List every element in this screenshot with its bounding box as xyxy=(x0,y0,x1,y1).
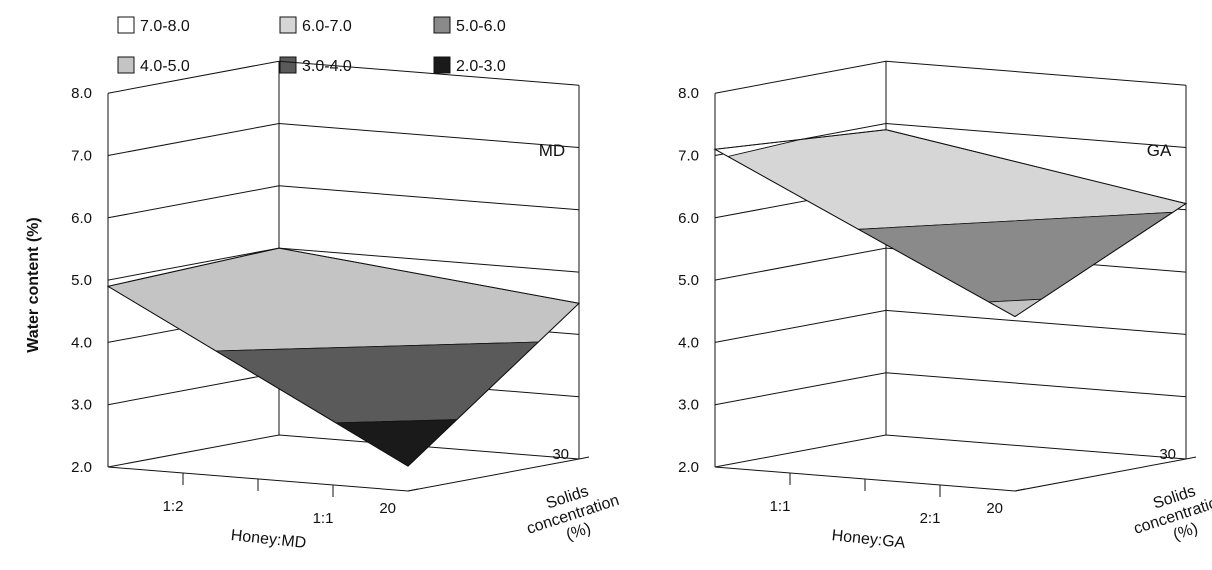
legend: 7.0-8.0 6.0-7.0 5.0-6.0 4.0-5.0 3.0-4.0 … xyxy=(117,16,506,75)
z-axis-title: Solidsconcentration(%) xyxy=(1126,475,1212,555)
surface-outline xyxy=(713,129,1188,318)
y-tick-label: 8.0 xyxy=(71,85,92,102)
legend-label-4-5: 4.0-5.0 xyxy=(140,58,190,75)
chart-panel-md: 2.0 3.0 4.0 5.0 6.0 7.0 8.0 1:2 1:1 20 30 Honey:MD S… xyxy=(71,60,627,555)
x-axis-title: Honey:GA xyxy=(831,527,907,552)
z-tick-label: 20 xyxy=(379,500,396,517)
y-tick-label: 6.0 xyxy=(71,210,92,227)
surface-outline xyxy=(106,247,581,467)
y-tick-label: 4.0 xyxy=(678,334,699,351)
surface-band-4-5 xyxy=(106,247,580,352)
legend-swatch-6-7 xyxy=(279,16,297,34)
z-tick xyxy=(1185,456,1197,460)
chart-panel-ga: 2.0 3.0 4.0 5.0 6.0 7.0 8.0 1:1 2:1 20 30 Honey:GA S… xyxy=(678,60,1212,555)
legend-label-3-4: 3.0-4.0 xyxy=(302,58,352,75)
y-tick-label: 3.0 xyxy=(678,397,699,414)
y-tick-label: 5.0 xyxy=(71,272,92,289)
z-tick-label: 20 xyxy=(986,500,1003,517)
y-tick-label: 4.0 xyxy=(71,334,92,351)
legend-swatch-3-4 xyxy=(279,56,297,74)
legend-swatch-4-5 xyxy=(117,56,135,74)
y-axis-title: Water content (%) xyxy=(25,217,42,352)
y-tick-label: 5.0 xyxy=(678,272,699,289)
legend-label-5-6: 5.0-6.0 xyxy=(456,18,506,35)
x-tick-label: 1:1 xyxy=(770,498,791,515)
gridline-8.0 xyxy=(714,60,1187,94)
surface-band-6-7 xyxy=(726,129,1187,230)
gridline-4.0 xyxy=(714,309,1187,343)
x-axis-title: Honey:MD xyxy=(230,527,307,552)
y-tick-label: 7.0 xyxy=(678,148,699,165)
z-axis-title: Solidsconcentration(%) xyxy=(519,475,627,555)
gridline-3.0 xyxy=(714,372,1187,406)
floor-edges xyxy=(714,458,1187,492)
gridline-7.0 xyxy=(107,122,580,156)
y-tick-label: 7.0 xyxy=(71,148,92,165)
z-tick-label: 30 xyxy=(1159,446,1176,463)
y-tick-label: 2.0 xyxy=(71,459,92,476)
panel-label: MD xyxy=(539,141,565,160)
z-tick xyxy=(578,456,590,460)
y-tick-label: 3.0 xyxy=(71,397,92,414)
z-tick xyxy=(407,488,419,492)
legend-label-2-3: 2.0-3.0 xyxy=(456,58,506,75)
x-tick-label: 1:1 xyxy=(313,510,334,527)
x-tick-label: 1:2 xyxy=(163,498,184,515)
floor-edges xyxy=(107,458,580,492)
panel-label: GA xyxy=(1147,141,1172,160)
legend-swatch-7-8 xyxy=(117,16,135,34)
surface-band-4-5 xyxy=(987,298,1043,318)
surface-band-3-4 xyxy=(214,341,540,424)
gridline-6.0 xyxy=(107,185,580,219)
legend-swatch-5-6 xyxy=(433,16,451,34)
y-tick-label: 6.0 xyxy=(678,210,699,227)
legend-label-6-7: 6.0-7.0 xyxy=(302,18,352,35)
y-tick-label: 2.0 xyxy=(678,459,699,476)
gridline-2.0 xyxy=(714,434,1187,468)
y-tick-label: 8.0 xyxy=(678,85,699,102)
gridline-2.0 xyxy=(107,434,580,468)
z-tick xyxy=(1014,488,1026,492)
x-tick-label: 2:1 xyxy=(920,510,941,527)
legend-label-7-8: 7.0-8.0 xyxy=(140,18,190,35)
legend-swatch-2-3 xyxy=(433,56,451,74)
z-tick-label: 30 xyxy=(552,446,569,463)
